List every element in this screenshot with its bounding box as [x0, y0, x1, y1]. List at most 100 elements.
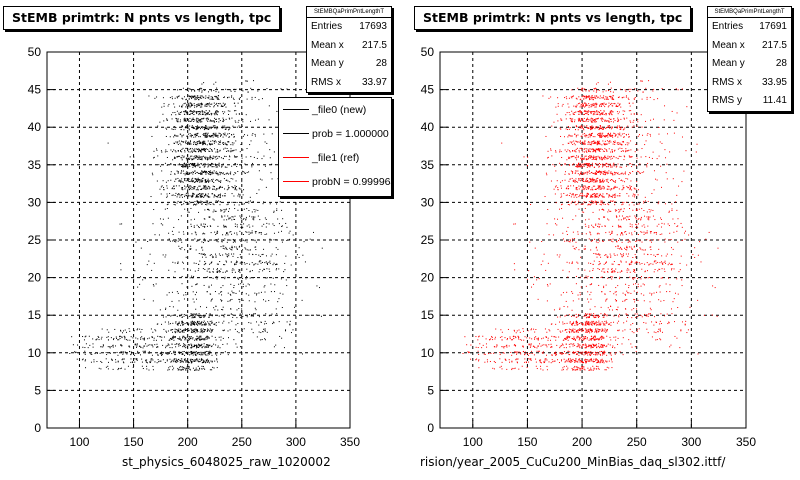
data-point: [242, 277, 244, 279]
data-point: [236, 226, 238, 228]
data-point: [219, 186, 221, 188]
data-point: [219, 120, 221, 122]
data-point: [124, 351, 126, 353]
data-point: [571, 360, 573, 362]
data-point: [156, 96, 158, 98]
data-point: [175, 361, 177, 363]
data-point: [663, 223, 665, 225]
data-point: [171, 230, 173, 232]
data-point: [217, 196, 219, 198]
data-point: [184, 113, 186, 115]
data-point: [156, 354, 158, 356]
data-point: [189, 110, 191, 112]
data-point: [591, 134, 593, 136]
data-point: [241, 313, 243, 315]
data-point: [178, 331, 180, 333]
data-point: [160, 336, 162, 338]
data-point: [201, 196, 203, 198]
data-point: [183, 233, 185, 235]
data-point: [212, 133, 214, 135]
data-point: [594, 163, 596, 165]
data-point: [274, 291, 276, 293]
data-point: [231, 96, 233, 98]
data-point: [212, 193, 214, 195]
data-point: [579, 111, 581, 113]
data-point: [613, 99, 615, 101]
data-point: [202, 180, 204, 182]
data-point: [222, 343, 224, 345]
data-point: [203, 185, 205, 187]
data-point: [651, 336, 653, 338]
data-point: [171, 300, 173, 302]
data-point: [222, 113, 224, 115]
data-point: [198, 360, 200, 362]
data-point: [277, 301, 279, 303]
data-point: [620, 208, 622, 210]
data-point: [610, 339, 612, 341]
data-point: [201, 156, 203, 158]
data-point: [220, 134, 222, 136]
data-point: [529, 346, 531, 348]
data-point: [513, 368, 515, 370]
data-point: [273, 262, 275, 264]
data-point: [150, 361, 152, 363]
data-point: [591, 337, 593, 339]
data-point: [604, 164, 606, 166]
data-point: [150, 358, 152, 360]
data-point: [622, 203, 624, 205]
data-point: [184, 196, 186, 198]
data-point: [119, 335, 121, 337]
data-point: [228, 128, 230, 130]
data-point: [209, 119, 211, 121]
data-point: [204, 240, 206, 242]
data-point: [177, 329, 179, 331]
data-point: [125, 339, 127, 341]
data-point: [208, 104, 210, 106]
data-point: [197, 172, 199, 174]
data-point: [675, 88, 677, 90]
data-point: [235, 186, 237, 188]
data-point: [174, 150, 176, 152]
data-point: [616, 165, 618, 167]
data-point: [199, 158, 201, 160]
data-point: [177, 135, 179, 137]
data-point: [178, 219, 180, 221]
data-point: [241, 330, 243, 332]
data-point: [184, 120, 186, 122]
data-point: [587, 360, 589, 362]
data-point: [244, 247, 246, 249]
data-point: [640, 314, 642, 316]
data-point: [226, 189, 228, 191]
data-point: [239, 299, 241, 301]
data-point: [231, 271, 233, 273]
data-point: [609, 234, 611, 236]
data-point: [259, 232, 261, 234]
data-point: [571, 329, 573, 331]
data-point: [239, 97, 241, 99]
data-point: [238, 113, 240, 115]
data-point: [159, 309, 161, 311]
data-point: [200, 322, 202, 324]
data-point: [197, 321, 199, 323]
data-point: [203, 171, 205, 173]
data-point: [174, 271, 176, 273]
data-point: [510, 339, 512, 341]
data-point: [248, 233, 250, 235]
data-point: [209, 350, 211, 352]
data-point: [608, 231, 610, 233]
data-point: [233, 187, 235, 189]
data-point: [212, 211, 214, 213]
data-point: [193, 164, 195, 166]
data-point: [218, 99, 220, 101]
data-point: [606, 180, 608, 182]
data-point: [610, 132, 612, 134]
data-point: [620, 226, 622, 228]
data-point: [171, 359, 173, 361]
data-point: [568, 358, 570, 360]
data-point: [210, 203, 212, 205]
data-point: [649, 231, 651, 233]
data-point: [245, 285, 247, 287]
data-point: [169, 351, 171, 353]
data-point: [102, 345, 104, 347]
data-point: [135, 358, 137, 360]
